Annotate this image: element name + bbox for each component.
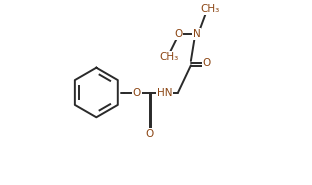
Text: O: O [174,29,182,39]
Text: O: O [133,88,141,97]
Text: O: O [145,129,154,139]
Text: HN: HN [157,88,172,97]
Text: CH₃: CH₃ [159,52,178,62]
Text: N: N [193,29,200,39]
Text: O: O [202,58,211,68]
Text: CH₃: CH₃ [201,4,220,14]
